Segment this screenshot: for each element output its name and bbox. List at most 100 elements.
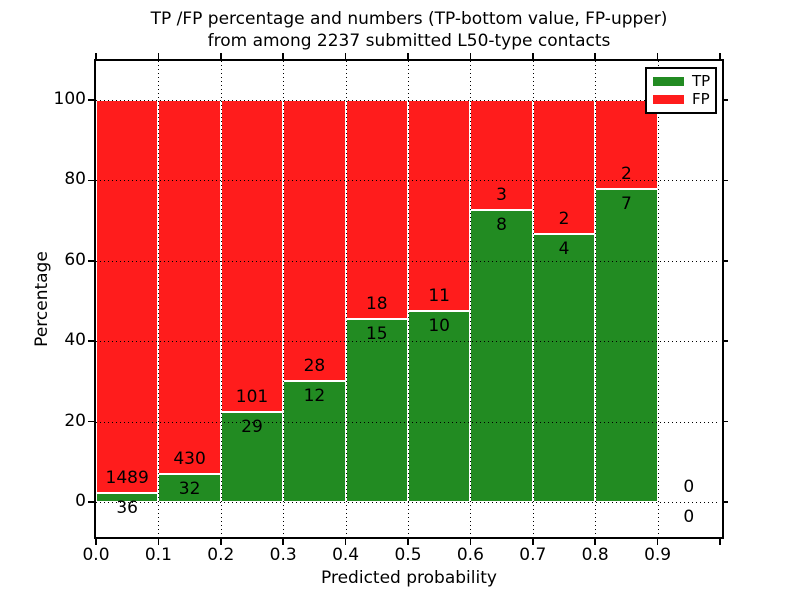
legend-label-tp: TP <box>692 71 711 90</box>
gridline-x-0.7 <box>532 61 534 537</box>
x-tick-bottom-0 <box>95 539 97 545</box>
gridline-x-0.2 <box>220 61 222 537</box>
x-tick-label-0.7: 0.7 <box>519 545 547 565</box>
x-tick-bottom-1 <box>719 539 721 545</box>
gridline-x-0.6 <box>470 61 472 537</box>
y-tick-label-40: 40 <box>64 330 86 351</box>
y-tick-right-100 <box>722 99 728 101</box>
bar-count-label-fp-3: 28 <box>303 356 326 377</box>
bar-count-label-fp-0: 1489 <box>105 467 149 488</box>
x-tick-top-0.4 <box>344 53 347 59</box>
y-tick-left-40 <box>88 340 94 342</box>
y-tick-right-80 <box>722 179 728 182</box>
x-tick-bottom-0.7 <box>532 539 534 545</box>
x-tick-bottom-0.4 <box>344 539 347 545</box>
bar-count-label-fp-1: 430 <box>173 449 206 470</box>
bar-count-label-fp-5: 11 <box>428 285 451 306</box>
y-tick-label-20: 20 <box>64 410 86 431</box>
gridline-x-0.3 <box>283 61 285 537</box>
y-tick-left-60 <box>88 260 94 262</box>
bar-segment-fp-1 <box>158 99 221 475</box>
gridline-x-0.1 <box>158 61 160 537</box>
chart-title: TP /FP percentage and numbers (TP-bottom… <box>96 8 722 52</box>
x-tick-bottom-0.2 <box>220 539 222 545</box>
legend-row-tp: TP <box>647 71 715 90</box>
y-tick-left-20 <box>88 420 94 423</box>
x-tick-bottom-0.8 <box>594 539 596 545</box>
x-tick-top-0.5 <box>407 53 409 59</box>
bar-count-label-tp-0: 36 <box>116 497 139 518</box>
x-tick-label-0.2: 0.2 <box>207 545 235 565</box>
gridline-x-0.5 <box>408 61 409 537</box>
x-tick-top-0 <box>95 53 97 59</box>
y-tick-left-100 <box>88 99 94 101</box>
bar-count-label-tp-5: 10 <box>428 315 451 336</box>
bar-count-label-tp-4: 15 <box>365 324 388 345</box>
x-tick-top-0.6 <box>469 53 472 59</box>
y-tick-right-40 <box>722 340 728 342</box>
x-tick-label-0.6: 0.6 <box>456 545 484 565</box>
x-tick-bottom-0.9 <box>656 539 659 545</box>
x-tick-top-0.3 <box>282 53 284 59</box>
chart-title-line1: TP /FP percentage and numbers (TP-bottom… <box>150 9 668 29</box>
x-tick-top-0.7 <box>532 53 534 59</box>
x-tick-bottom-0.5 <box>407 539 409 545</box>
x-tick-label-0.1: 0.1 <box>144 545 172 565</box>
bar-segment-tp-6 <box>470 209 533 502</box>
x-tick-label-0.4: 0.4 <box>332 545 360 565</box>
bar-count-label-fp-7: 2 <box>558 209 570 229</box>
x-tick-label-0.9: 0.9 <box>644 545 672 565</box>
x-tick-top-0.2 <box>220 53 222 59</box>
x-tick-label-0.5: 0.5 <box>394 545 422 565</box>
bar-count-label-tp-2: 29 <box>241 417 263 438</box>
bar-segment-tp-5 <box>408 310 471 503</box>
bar-count-label-fp-9: 0 <box>683 477 695 498</box>
y-axis-label: Percentage <box>32 251 52 347</box>
bar-segment-tp-8 <box>595 189 658 503</box>
legend-swatch-fp-icon <box>653 95 684 105</box>
x-tick-top-1 <box>719 53 721 59</box>
bar-segment-tp-1 <box>158 474 221 503</box>
y-tick-right-60 <box>722 260 728 262</box>
bar-count-label-tp-7: 4 <box>558 239 570 259</box>
bar-count-label-tp-1: 32 <box>178 479 201 500</box>
bar-count-label-tp-6: 8 <box>496 214 508 235</box>
bar-count-label-tp-3: 12 <box>303 386 326 407</box>
bar-segment-fp-4 <box>345 99 408 320</box>
legend-row-fp: FP <box>647 92 715 107</box>
plot-area: 1489 36 430 32 101 29 28 12 18 15 11 10 3 8 2 4 2 7 0 0 <box>96 61 722 537</box>
x-tick-bottom-0.3 <box>282 539 284 545</box>
y-tick-label-60: 60 <box>64 249 86 270</box>
x-tick-bottom-0.1 <box>157 539 160 545</box>
legend: TP FP <box>645 67 717 114</box>
y-tick-right-20 <box>722 420 728 423</box>
y-tick-label-80: 80 <box>64 169 86 190</box>
plot-border <box>94 59 724 539</box>
gridline-x-0.8 <box>595 61 597 537</box>
bar-segment-fp-0 <box>96 99 159 493</box>
bar-count-label-fp-4: 18 <box>365 294 388 315</box>
x-tick-label-0.8: 0.8 <box>581 545 609 565</box>
chart-title-line2: from among 2237 submitted L50-type conta… <box>207 31 611 51</box>
bar-segment-tp-0 <box>96 492 159 503</box>
x-axis-label: Predicted probability <box>321 568 497 588</box>
bar-count-label-fp-6: 3 <box>496 184 508 205</box>
bar-count-label-fp-8: 2 <box>620 164 632 185</box>
y-tick-label-0: 0 <box>75 491 86 512</box>
x-tick-top-0.1 <box>157 53 160 59</box>
y-tick-left-0 <box>88 501 94 503</box>
x-tick-bottom-0.6 <box>469 539 472 545</box>
x-tick-top-0.9 <box>656 53 659 59</box>
y-tick-left-80 <box>88 179 94 182</box>
bar-segment-tp-7 <box>532 234 596 503</box>
bar-segment-tp-3 <box>283 381 346 502</box>
bar-segment-tp-4 <box>345 319 408 503</box>
x-tick-top-0.8 <box>594 53 596 59</box>
gridline-x-0.9 <box>657 61 659 537</box>
bar-count-label-fp-2: 101 <box>235 387 269 408</box>
y-tick-right-0 <box>722 501 728 503</box>
x-tick-label-0.3: 0.3 <box>269 545 297 565</box>
bar-segment-fp-3 <box>283 99 346 382</box>
bar-segment-fp-2 <box>220 99 284 413</box>
